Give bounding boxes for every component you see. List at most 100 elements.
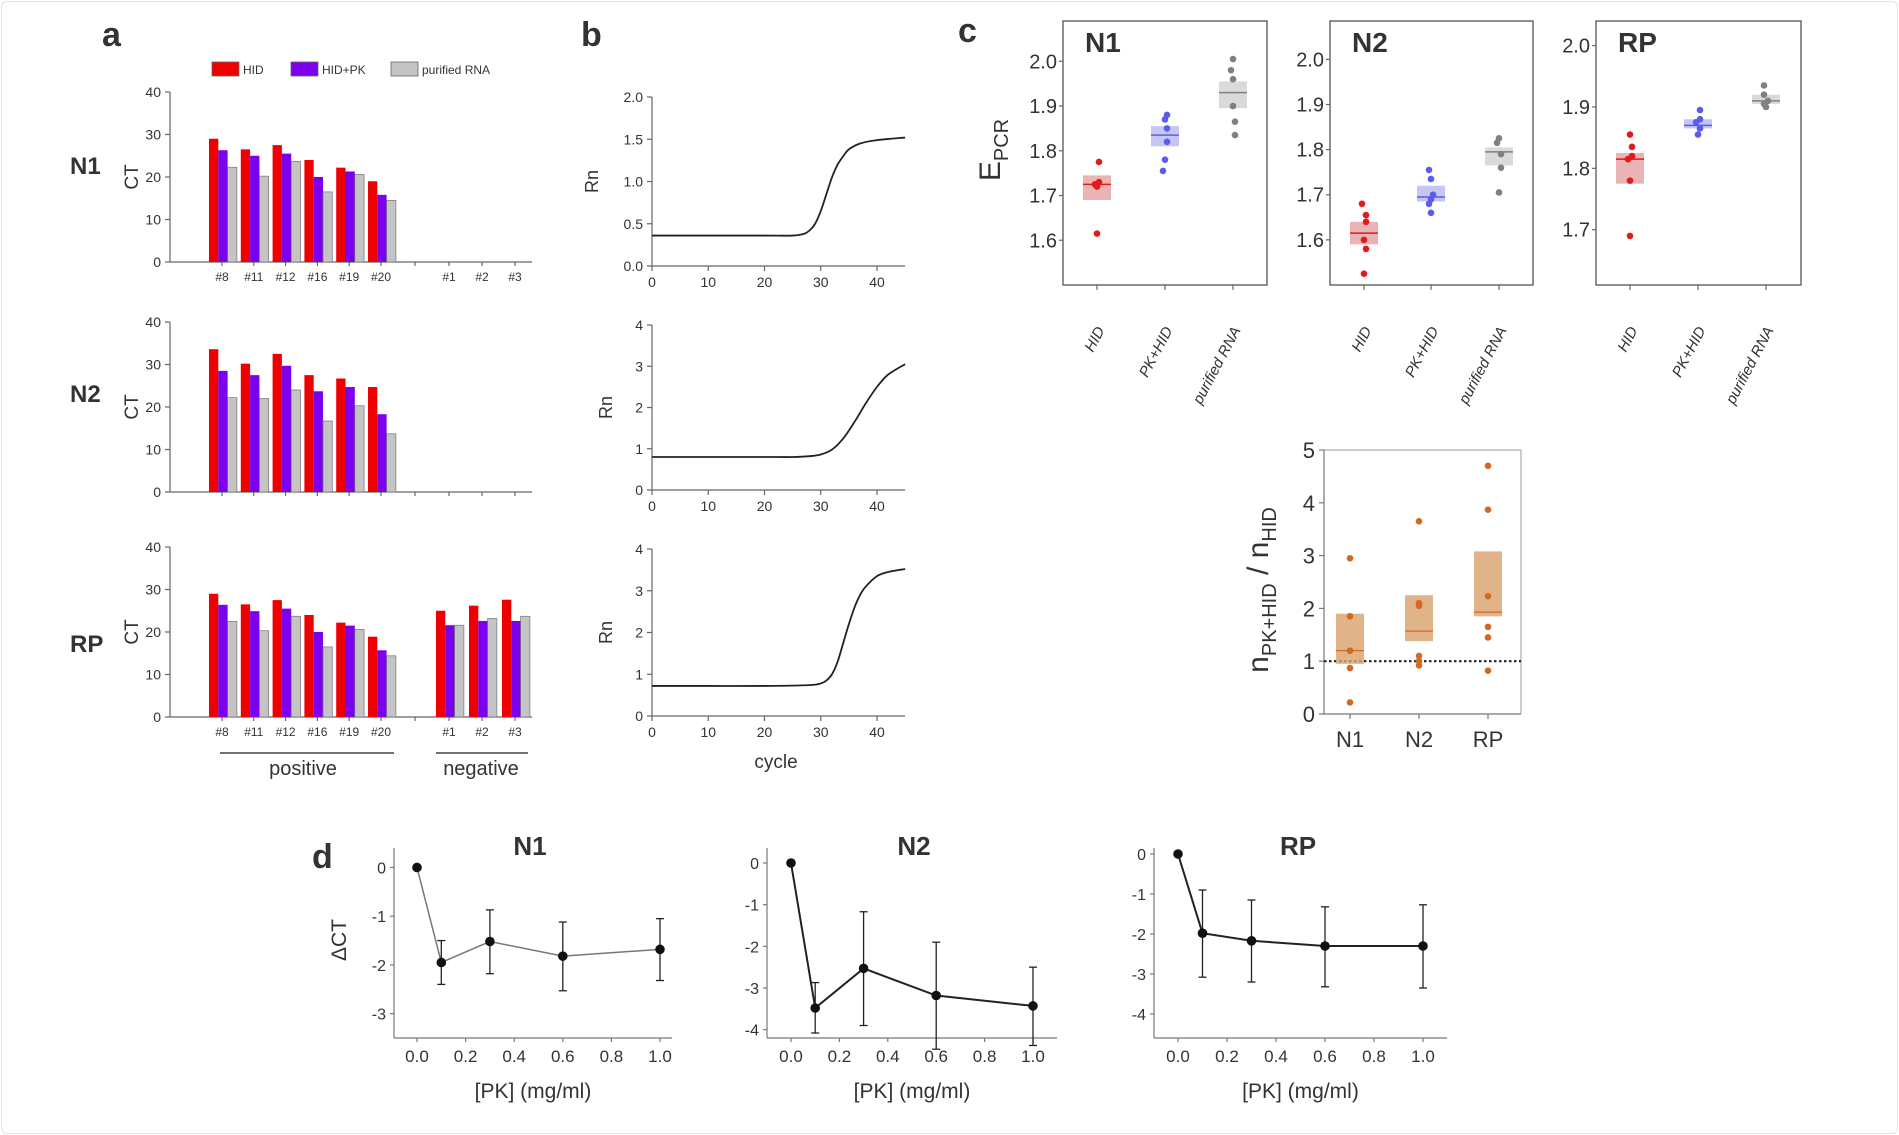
x-tick-label: #19 (339, 270, 359, 284)
x-tick-label: 0.2 (454, 1047, 478, 1066)
y-tick-label: 1.5 (624, 131, 644, 147)
data-point (1760, 91, 1768, 98)
y-tick-label: 0 (635, 482, 643, 498)
y-axis-label-subscript: HID (1259, 507, 1281, 541)
y-axis-label: CT (122, 164, 143, 190)
bar-hid (368, 387, 378, 492)
x-tick-label: 0.8 (973, 1047, 997, 1066)
data-point (1093, 183, 1101, 190)
x-tick-label: purified RNA (1189, 324, 1244, 408)
bar-hid-pk (250, 375, 260, 492)
y-tick-label: 10 (145, 212, 161, 228)
panel-title: RP (1618, 27, 1657, 58)
y-tick-label: 10 (145, 442, 161, 458)
bar-hid (336, 378, 346, 492)
bar-hid (436, 610, 446, 717)
data-point (1418, 941, 1428, 951)
data-point (1624, 155, 1632, 163)
bar-purified-rna (322, 420, 333, 493)
data-point (558, 951, 568, 961)
data-point (1229, 102, 1237, 110)
bar-purified-rna (290, 160, 301, 263)
panel-title: N2 (1352, 27, 1388, 58)
y-axis-label: CT (122, 619, 143, 645)
y-tick-label: 1.9 (1029, 96, 1057, 118)
x-tick-label: 0.2 (1215, 1047, 1239, 1066)
data-point (1173, 849, 1183, 859)
y-tick-label: 1.6 (1029, 230, 1057, 252)
data-point (1425, 166, 1433, 174)
bar-hid (209, 593, 219, 717)
x-tick-label: 10 (700, 724, 716, 740)
x-axis-label: cycle (754, 752, 797, 773)
x-tick-label: #2 (475, 270, 489, 284)
y-tick-label: 1.8 (1029, 141, 1057, 163)
bar-hid-pk (313, 632, 323, 717)
y-tick-label: 40 (145, 314, 161, 330)
data-point (1497, 150, 1505, 158)
bar-hid-pk (250, 155, 260, 262)
x-tick-label: #8 (215, 270, 229, 284)
data-point (1692, 119, 1700, 126)
x-tick-label: 10 (700, 274, 716, 290)
data-point (1626, 177, 1634, 184)
iqr-box (1474, 551, 1502, 617)
x-tick-label: #2 (475, 725, 489, 739)
y-tick-label: 30 (145, 582, 161, 598)
x-tick-label: N1 (1336, 727, 1364, 752)
y-tick-label: 20 (145, 624, 161, 640)
bar-purified-rna (354, 174, 365, 263)
bar-hid-pk (511, 620, 521, 717)
y-tick-label: 1 (635, 666, 643, 682)
y-tick-label: -3 (745, 981, 759, 998)
y-tick-label: -1 (745, 898, 759, 915)
bar-hid (502, 599, 512, 717)
x-tick-label: 1.0 (1021, 1047, 1045, 1066)
x-tick-label: 0.0 (779, 1047, 803, 1066)
data-point (485, 936, 495, 947)
data-point (1696, 125, 1704, 132)
x-tick-label: #8 (215, 725, 229, 739)
y-axis-label: Rn (596, 621, 616, 644)
y-axis-label: EPCR (974, 119, 1013, 181)
row-label: N1 (70, 153, 101, 180)
x-tick-label: 0.8 (600, 1047, 624, 1066)
y-tick-label: 20 (145, 399, 161, 415)
data-point (1495, 189, 1503, 196)
y-tick-label: 40 (145, 84, 161, 100)
panel-title: N1 (513, 831, 546, 861)
y-tick-label: -3 (372, 1007, 386, 1024)
y-axis-label-main: n (1242, 656, 1275, 673)
x-tick-label: 0.8 (1362, 1047, 1386, 1066)
data-point (1163, 125, 1171, 132)
data-point (786, 858, 796, 868)
x-tick-label: #3 (508, 270, 522, 284)
bar-purified-rna (322, 646, 333, 718)
data-point (858, 963, 869, 974)
y-tick-label: 1.8 (1562, 158, 1590, 180)
data-point (1161, 156, 1169, 164)
y-tick-label: 3 (635, 358, 643, 374)
x-tick-label: 30 (813, 498, 829, 514)
x-tick-label: N2 (1405, 727, 1433, 752)
row-label: N2 (70, 381, 101, 408)
panel-title: N2 (897, 831, 930, 861)
y-tick-label: 1.7 (1029, 186, 1057, 208)
bar-hid-pk (345, 625, 355, 717)
data-point (1626, 131, 1634, 138)
x-tick-label: 0.6 (1313, 1047, 1337, 1066)
y-tick-label: 2 (1303, 596, 1315, 621)
data-point (1246, 936, 1257, 946)
x-tick-label: 20 (757, 274, 773, 290)
x-tick-label: 40 (869, 498, 885, 514)
data-point (1415, 652, 1423, 660)
data-point (1320, 941, 1330, 951)
data-point (1227, 66, 1235, 74)
bar-purified-rna (227, 166, 238, 263)
iqr-box (1336, 613, 1364, 664)
y-tick-label: 30 (145, 127, 161, 143)
bar-purified-rna (259, 398, 270, 493)
data-line (416, 867, 661, 964)
y-tick-label: 1 (1303, 649, 1315, 674)
y-tick-label: 2.0 (624, 89, 644, 105)
